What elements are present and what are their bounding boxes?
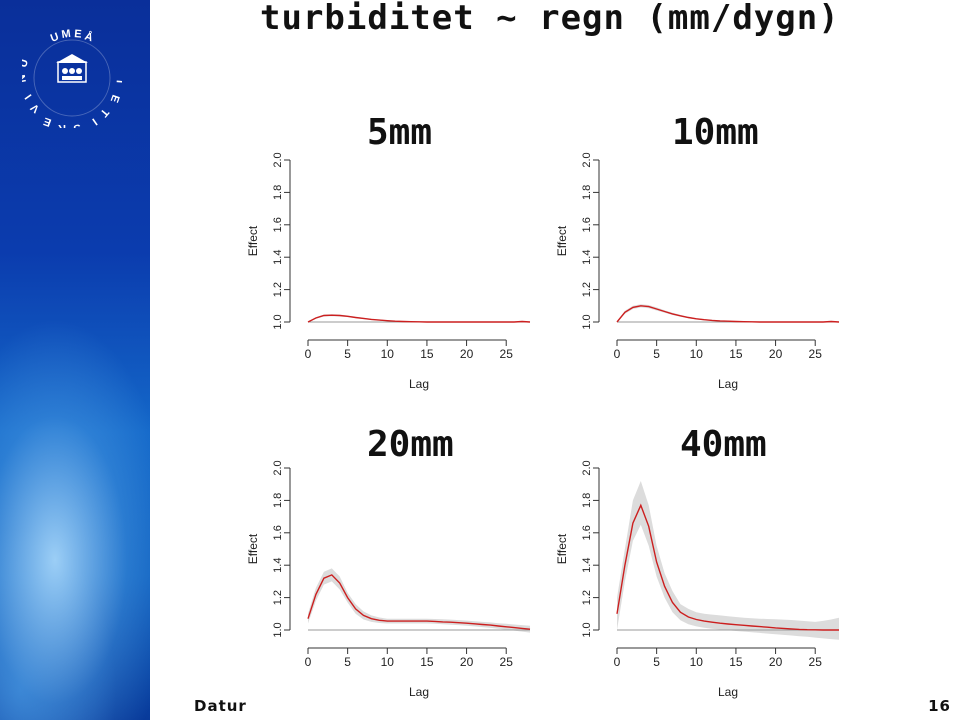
y-tick-label: 1.4 <box>581 250 593 265</box>
panel-label-5mm: 5mm <box>367 112 433 153</box>
x-tick-label: 5 <box>653 655 660 669</box>
chart-20mm: 1.0 1.2 1.4 1.6 1.8 2.0 Effect 0 5 10 15 20 25 Lag <box>246 460 531 699</box>
x-tick-label: 20 <box>769 347 783 361</box>
x-tick-label: 15 <box>729 347 743 361</box>
y-tick-label: 1.4 <box>272 250 284 265</box>
y-tick-label: 1.8 <box>581 185 593 200</box>
x-tick-label: 5 <box>344 347 351 361</box>
x-tick-label: 10 <box>381 347 395 361</box>
x-tick-label: 10 <box>690 655 704 669</box>
effect-line <box>616 503 839 631</box>
x-tick-label: 15 <box>729 655 743 669</box>
y-tick-label: 1.2 <box>581 590 593 605</box>
x-axis-label: Lag <box>409 377 429 391</box>
x-tick-label: 25 <box>809 347 823 361</box>
footer-source: Datur <box>194 697 247 715</box>
x-tick-label: 0 <box>614 347 621 361</box>
svg-text:U: U <box>22 58 31 69</box>
y-tick-label: 1.2 <box>581 282 593 297</box>
x-tick-label: 0 <box>614 655 621 669</box>
y-axis-label: Effect <box>246 225 260 256</box>
y-tick-label: 2.0 <box>581 460 593 475</box>
svg-text:T: T <box>97 106 111 119</box>
y-tick-label: 1.0 <box>581 622 593 637</box>
y-tick-label: 1.6 <box>272 525 284 540</box>
x-tick-label: 0 <box>305 655 312 669</box>
x-tick-label: 5 <box>653 347 660 361</box>
effect-line <box>307 574 531 630</box>
panel-label-10mm: 10mm <box>672 112 759 153</box>
confidence-band <box>308 568 530 633</box>
x-tick-label: 5 <box>344 655 351 669</box>
effect-line <box>307 314 531 323</box>
y-tick-label: 1.6 <box>581 525 593 540</box>
y-tick-label: 1.8 <box>581 493 593 508</box>
slide-title: turbiditet ~ regn (mm/dygn) <box>260 0 840 38</box>
x-tick-label: 10 <box>690 347 704 361</box>
y-tick-label: 1.2 <box>272 590 284 605</box>
x-tick-label: 15 <box>420 655 434 669</box>
y-tick-label: 1.2 <box>272 282 284 297</box>
svg-text:U: U <box>49 31 61 45</box>
y-axis-label: Effect <box>555 225 569 256</box>
x-tick-label: 20 <box>460 655 474 669</box>
y-tick-label: 2.0 <box>272 460 284 475</box>
svg-text:E: E <box>42 115 53 128</box>
svg-text:E: E <box>74 28 82 41</box>
svg-text:I: I <box>23 92 35 101</box>
svg-text:M: M <box>61 28 72 41</box>
chart-10mm: 1.0 1.2 1.4 1.6 1.8 2.0 Effect 0 5 10 15 20 25 Lag <box>555 152 840 391</box>
panel-label-40mm: 40mm <box>680 424 767 465</box>
sidebar-panel: U M E Å U N I V E R S I T E T <box>0 0 150 720</box>
svg-text:V: V <box>28 101 42 115</box>
y-tick-label: 1.4 <box>272 558 284 573</box>
x-axis-label: Lag <box>718 685 738 699</box>
y-axis-label: Effect <box>246 533 260 564</box>
svg-text:E: E <box>108 93 122 104</box>
x-tick-label: 0 <box>305 347 312 361</box>
effect-line <box>616 305 840 323</box>
svg-text:I: I <box>90 116 99 128</box>
x-tick-label: 25 <box>500 347 514 361</box>
y-tick-label: 1.0 <box>581 314 593 329</box>
y-tick-label: 1.8 <box>272 493 284 508</box>
x-axis-label: Lag <box>718 377 738 391</box>
svg-text:N: N <box>22 74 29 84</box>
x-tick-label: 20 <box>769 655 783 669</box>
y-tick-label: 1.6 <box>581 217 593 232</box>
x-axis-label: Lag <box>409 685 429 699</box>
x-tick-label: 25 <box>500 655 514 669</box>
page-number: 16 <box>928 697 951 715</box>
y-tick-label: 1.4 <box>581 558 593 573</box>
y-tick-label: 1.8 <box>272 185 284 200</box>
y-tick-label: 2.0 <box>272 152 284 167</box>
chart-40mm: 1.0 1.2 1.4 1.6 1.8 2.0 Effect 0 5 10 15 20 25 Lag <box>555 460 839 699</box>
confidence-band <box>617 481 839 640</box>
svg-text:T: T <box>113 78 122 86</box>
x-tick-label: 20 <box>460 347 474 361</box>
panel-label-20mm: 20mm <box>367 424 454 465</box>
x-tick-label: 10 <box>381 655 395 669</box>
svg-text:Å: Å <box>83 29 95 44</box>
x-tick-label: 15 <box>420 347 434 361</box>
y-tick-label: 1.6 <box>272 217 284 232</box>
x-tick-label: 25 <box>809 655 823 669</box>
y-tick-label: 1.0 <box>272 622 284 637</box>
y-tick-label: 2.0 <box>581 152 593 167</box>
y-axis-label: Effect <box>555 533 569 564</box>
university-logo: U M E Å U N I V E R S I T E T <box>22 28 122 128</box>
y-tick-label: 1.0 <box>272 314 284 329</box>
chart-5mm: 1.0 1.2 1.4 1.6 1.8 2.0 Effect 0 5 10 15 20 25 Lag <box>246 152 531 391</box>
svg-text:S: S <box>72 121 82 128</box>
svg-text:R: R <box>58 122 66 128</box>
